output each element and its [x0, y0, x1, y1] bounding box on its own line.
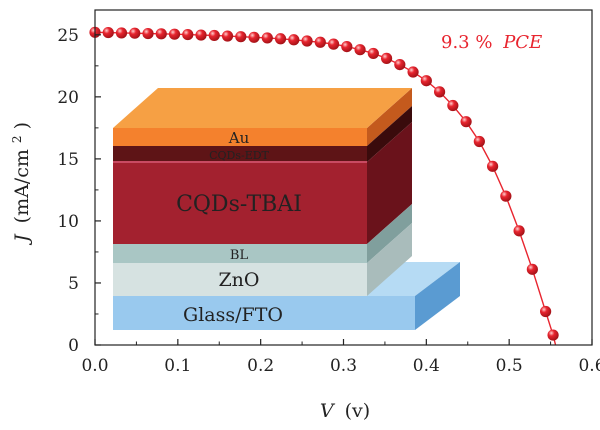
layer-tbai-side: [367, 122, 412, 244]
y-tick-label-1: 5: [68, 274, 79, 294]
data-point-6: [168, 28, 181, 40]
x-tick-label-3: 0.3: [330, 356, 357, 376]
x-tick-label-0: 0.0: [81, 356, 108, 376]
data-point-1: [102, 26, 114, 39]
layer-label-zno: ZnO: [218, 269, 259, 291]
layer-bl-front: [113, 244, 367, 263]
data-point-7: [182, 28, 194, 41]
data-point-16: [301, 35, 313, 47]
data-point-19: [341, 41, 353, 53]
data-point-17: [314, 36, 326, 48]
data-point-4: [142, 27, 154, 40]
layer-edt-front: [113, 146, 367, 162]
y-axis-var: J: [11, 233, 33, 246]
data-point-8: [195, 29, 207, 41]
x-axis-var: V: [320, 400, 336, 422]
data-point-15: [288, 34, 300, 46]
layer-label-edt: CQDs-EDT: [209, 149, 269, 162]
data-point-34: [540, 305, 552, 318]
data-point-33: [526, 263, 538, 275]
x-tick-label-6: 0.6: [578, 356, 600, 376]
y-axis-unit: (mA/cm: [11, 149, 33, 223]
axes: 0.0 0.1 0.2 0.3 0.4 0.5 0.6 0 5 10 15 20 25: [57, 9, 600, 376]
layer-au-front: [113, 128, 367, 146]
data-point-10: [221, 30, 234, 42]
layer-fto-side: [415, 262, 460, 330]
data-point-14: [274, 33, 287, 45]
x-axis-label: V (v): [320, 400, 370, 422]
data-point-11: [235, 31, 247, 43]
x-tick-label-2: 0.2: [247, 356, 274, 376]
y-tick-label-3: 15: [57, 150, 79, 170]
data-point-9: [208, 29, 220, 42]
pce-annotation: 9.3 % PCE: [441, 32, 542, 53]
data-point-2: [115, 27, 128, 39]
layer-label-bl: BL: [230, 248, 249, 263]
layer-fto-front: [113, 296, 415, 330]
y-axis-unit-close: ): [11, 122, 33, 129]
data-point-13: [261, 32, 273, 44]
interface-line: [113, 161, 367, 163]
x-tick-label-4: 0.4: [413, 356, 440, 376]
y-axis-unit-sup: 2: [10, 135, 24, 143]
data-point-31: [500, 190, 512, 202]
layer-label-fto: Glass/FTO: [183, 304, 283, 326]
device-stack-illustration: Au CQDs-EDT CQDs-TBAI BL ZnO Glass/FTO: [113, 88, 460, 330]
data-point-27: [447, 99, 459, 112]
pce-label: PCE: [502, 32, 542, 53]
data-points: [89, 26, 559, 341]
data-point-24: [407, 66, 419, 78]
data-point-21: [367, 47, 379, 60]
layer-bl-side: [367, 204, 412, 263]
data-point-28: [460, 116, 472, 128]
layer-zno-front: [113, 263, 367, 296]
data-point-5: [155, 28, 167, 40]
layer-label-tbai: CQDs-TBAI: [176, 192, 302, 217]
pce-value: 9.3 %: [441, 32, 492, 53]
layer-tbai-front: [113, 162, 367, 244]
layer-label-au: Au: [228, 129, 250, 147]
data-point-25: [420, 75, 432, 87]
data-point-26: [433, 86, 446, 98]
layer-zno-side: [367, 223, 412, 296]
data-point-29: [473, 135, 485, 148]
x-tick-label-5: 0.5: [496, 356, 523, 376]
data-point-20: [354, 44, 366, 56]
y-tick-label-0: 0: [68, 336, 79, 356]
x-axis-unit: (v): [345, 400, 371, 422]
data-point-35: [547, 329, 559, 341]
y-axis-label: J (mA/cm 2 ): [4, 122, 33, 246]
y-tick-label-4: 20: [57, 88, 79, 108]
y-tick-label-5: 25: [57, 26, 79, 46]
layer-edt-side: [367, 106, 412, 162]
layer-au-top: [113, 88, 412, 128]
x-tick-label-1: 0.1: [164, 356, 191, 376]
data-point-30: [487, 160, 499, 172]
data-point-32: [513, 225, 525, 237]
y-tick-label-2: 10: [57, 212, 79, 232]
data-point-18: [327, 38, 340, 50]
data-point-22: [380, 52, 393, 64]
layer-au-side: [367, 88, 412, 146]
data-point-12: [248, 31, 260, 43]
data-point-3: [129, 27, 141, 39]
data-point-23: [394, 58, 406, 71]
